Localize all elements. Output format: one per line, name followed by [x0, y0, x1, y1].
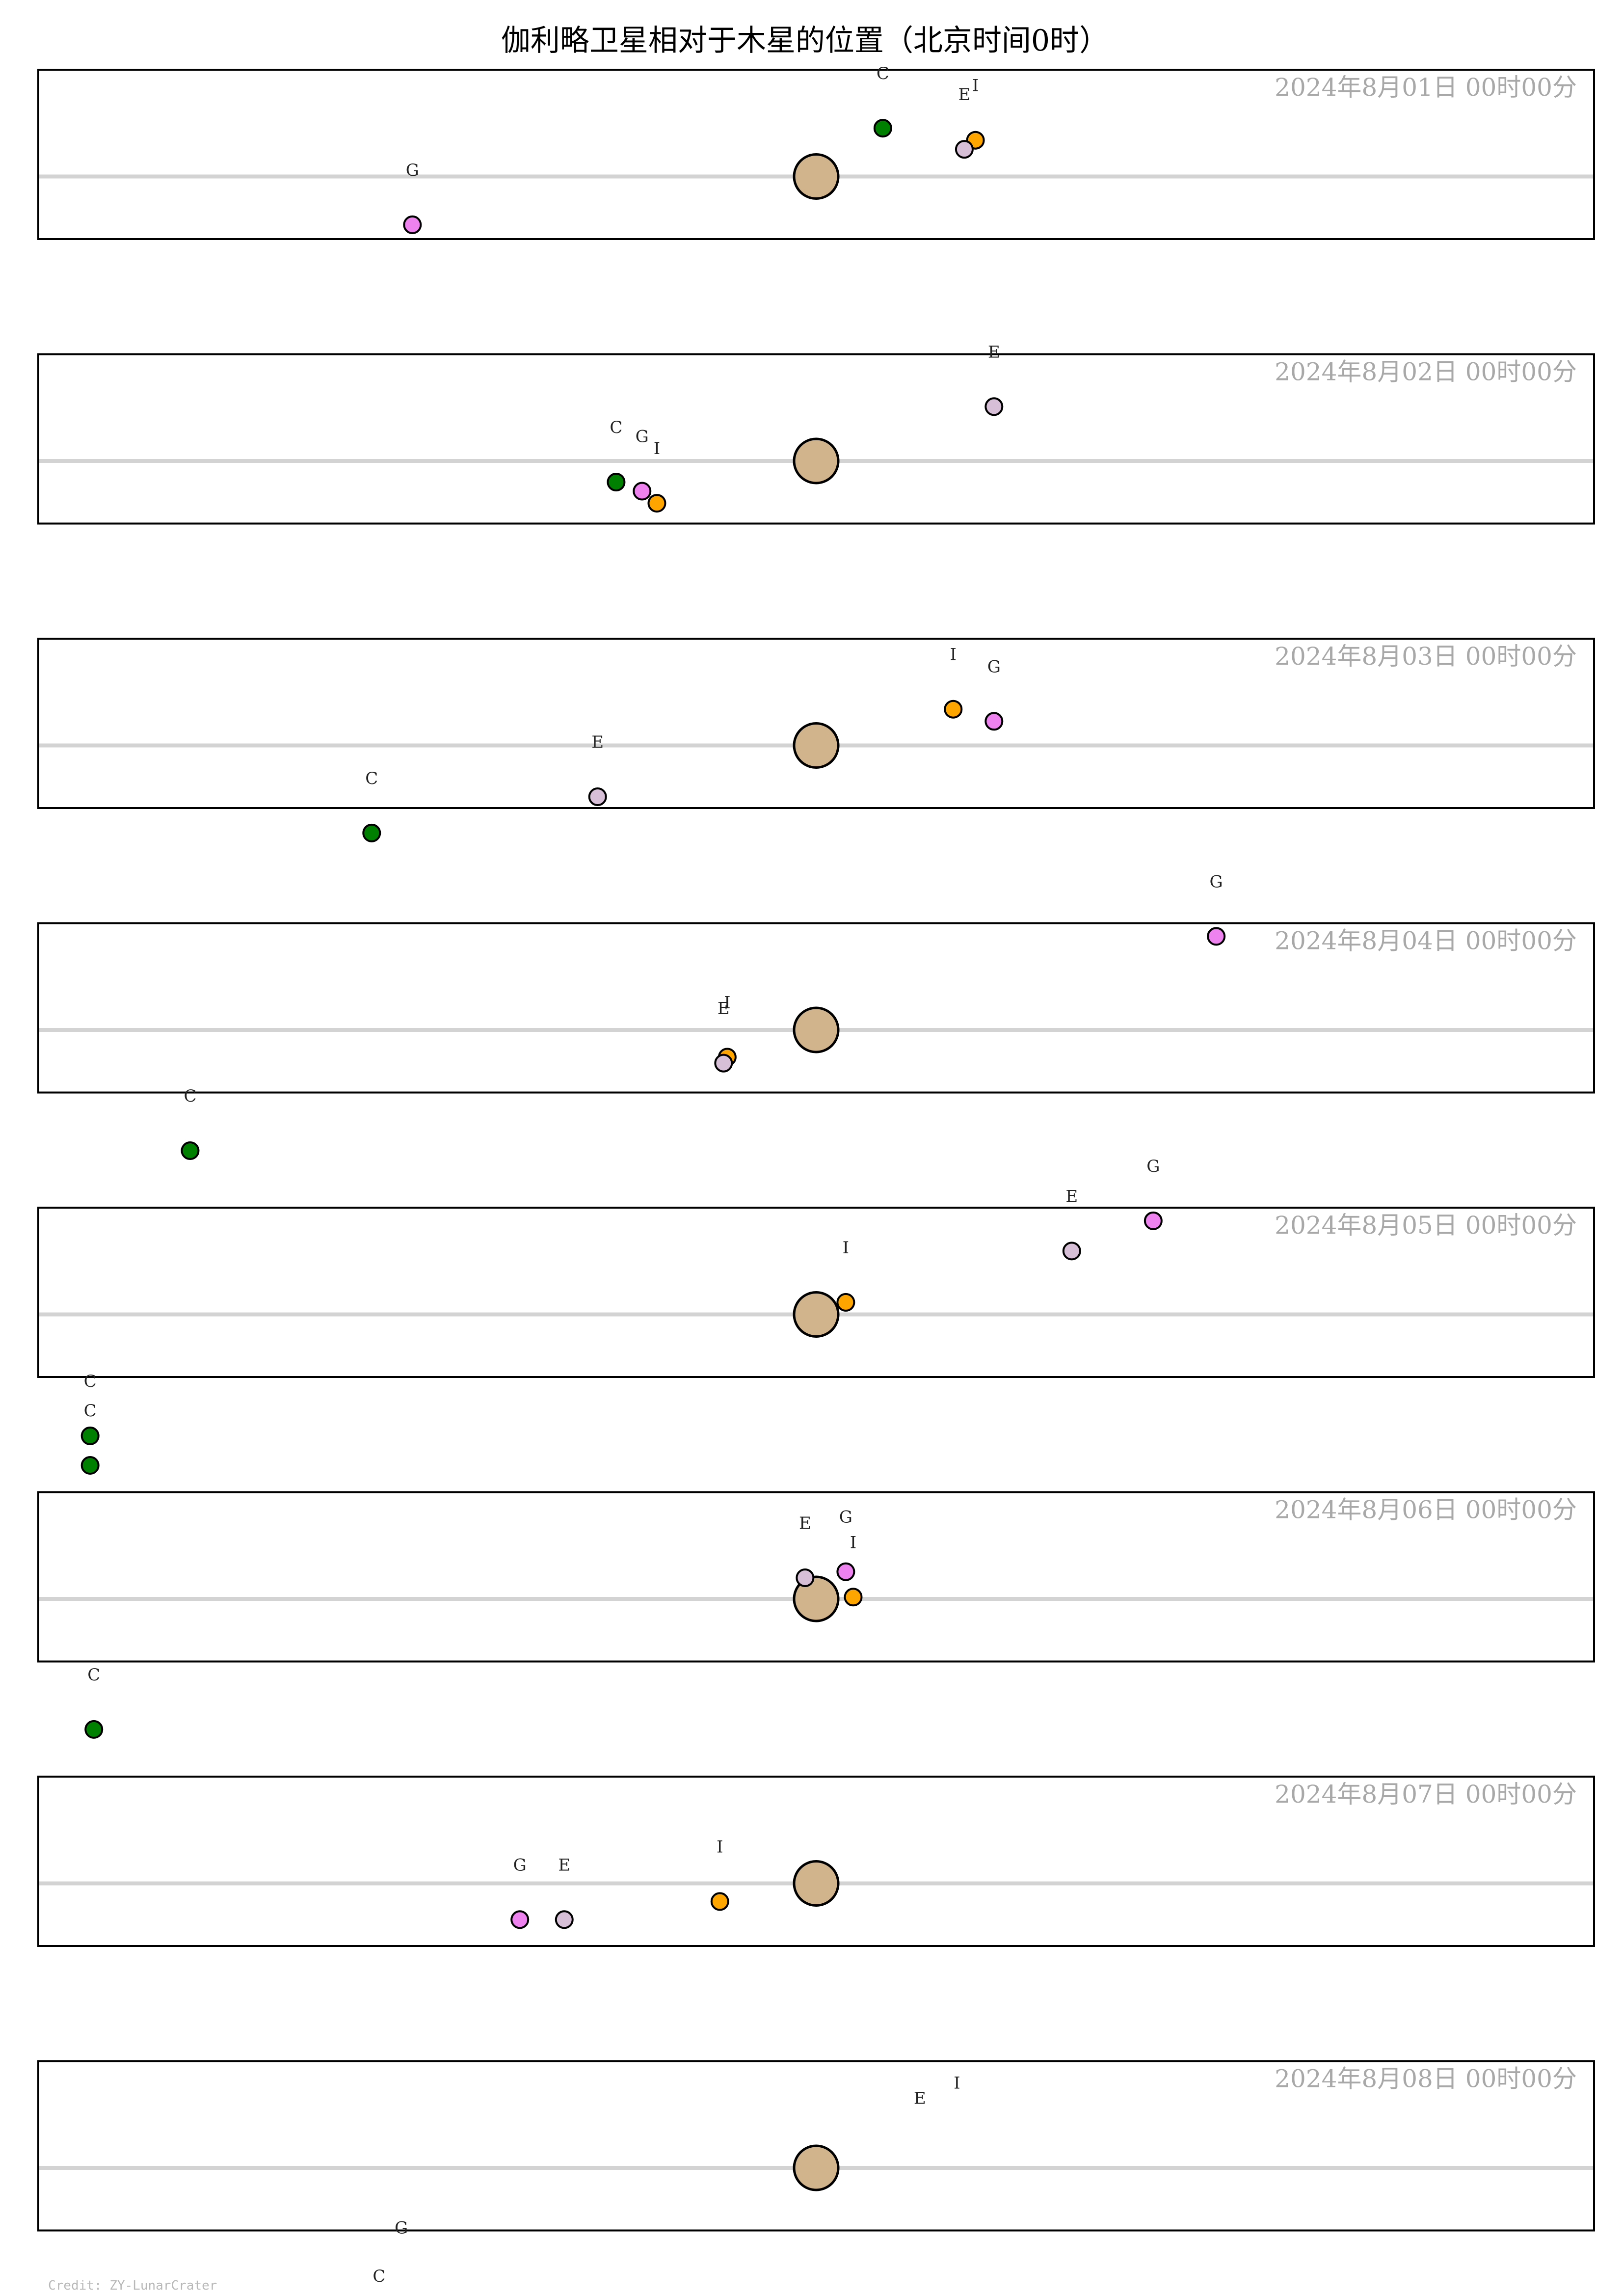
moon-callisto-label: C: [84, 1372, 97, 1391]
chart-title: 伽利略卫星相对于木星的位置（北京时间0时）: [501, 24, 1109, 58]
panel-6: 2024年8月06日 00时00分: [37, 1491, 1595, 1663]
moon-ganymede-label: G: [513, 1855, 527, 1875]
jupiter-disc: [793, 2144, 840, 2191]
moon-io-marker: [710, 1892, 729, 1911]
moon-europa-label: E: [1065, 1187, 1078, 1206]
moon-europa-label: E: [988, 342, 1000, 362]
panel-date: 2024年8月08日 00时00分: [1275, 2065, 1577, 2093]
panel-3: 2024年8月03日 00时00分: [37, 638, 1595, 809]
moon-callisto-label: C: [610, 418, 622, 437]
moon-ganymede-marker: [984, 712, 1004, 731]
moon-ganymede-marker: [1144, 1211, 1163, 1230]
panel-1: 2024年8月01日 00时00分: [37, 69, 1595, 240]
credit-text: Credit: ZY-LunarCrater: [48, 2278, 217, 2293]
moon-io-label: I: [850, 1533, 856, 1552]
moon-ganymede-label: G: [395, 2218, 408, 2238]
moon-europa-label: E: [914, 2088, 926, 2108]
moon-callisto-marker: [80, 1426, 100, 1445]
panel-date: 2024年8月05日 00时00分: [1275, 1211, 1577, 1240]
moon-io-marker: [647, 494, 666, 513]
moon-europa-marker: [555, 1910, 574, 1929]
panel-frame: [37, 1207, 1595, 1378]
panel-frame: [37, 69, 1595, 240]
moon-ganymede-marker: [633, 482, 652, 501]
moon-io-marker: [836, 1293, 855, 1312]
moon-europa-marker: [588, 787, 607, 807]
moon-europa-marker: [796, 1568, 815, 1587]
moon-ganymede-marker: [1207, 927, 1226, 946]
moon-europa-label: E: [958, 85, 970, 105]
panel-date: 2024年8月06日 00时00分: [1275, 1496, 1577, 1524]
panel-date: 2024年8月04日 00时00分: [1275, 927, 1577, 955]
moon-ganymede-label: G: [636, 427, 649, 447]
moon-callisto-label: C: [365, 769, 378, 788]
moon-europa-label: E: [799, 1513, 811, 1533]
moon-callisto-label: C: [877, 64, 889, 83]
moon-io-label: I: [954, 2074, 960, 2093]
moon-europa-marker: [955, 140, 974, 159]
panel-frame: [37, 353, 1595, 525]
moon-callisto-label: C: [84, 1401, 97, 1421]
moon-ganymede-marker: [836, 1562, 855, 1581]
moon-io-label: I: [724, 993, 730, 1012]
moon-europa-marker: [984, 397, 1004, 416]
moon-callisto-marker: [80, 1456, 100, 1475]
moon-io-marker: [944, 700, 963, 719]
moon-io-label: I: [717, 1837, 723, 1857]
moon-ganymede-label: G: [1210, 872, 1223, 891]
moon-ganymede-label: G: [1146, 1157, 1160, 1176]
jupiter-disc: [793, 153, 840, 200]
moon-ganymede-label: G: [987, 657, 1001, 676]
panel-frame: [37, 922, 1595, 1094]
jupiter-disc: [793, 1291, 840, 1338]
panel-date: 2024年8月01日 00时00分: [1275, 73, 1577, 102]
panel-frame: [37, 2060, 1595, 2232]
moon-ganymede-label: G: [406, 161, 419, 180]
jupiter-disc: [793, 722, 840, 769]
moon-europa-label: E: [558, 1855, 570, 1875]
panel-2: 2024年8月02日 00时00分: [37, 353, 1595, 525]
moon-io-label: I: [950, 645, 957, 665]
moon-ganymede-marker: [510, 1910, 530, 1929]
moon-callisto-marker: [362, 823, 381, 842]
moon-europa-marker: [1062, 1242, 1081, 1261]
panels-group: 2024年8月01日 00时00分 2024年8月02日 00时00分 2024年8…: [37, 64, 1595, 2286]
jupiter-disc: [793, 1860, 840, 1907]
moon-io-label: I: [654, 439, 660, 459]
panel-5: 2024年8月05日 00时00分: [37, 1207, 1595, 1378]
moon-callisto-marker: [873, 119, 892, 138]
moon-callisto-label: C: [372, 2267, 385, 2286]
moon-europa-label: E: [591, 732, 604, 752]
moon-io-label: I: [972, 76, 979, 96]
panel-date: 2024年8月03日 00时00分: [1275, 642, 1577, 671]
moon-ganymede-marker: [403, 215, 422, 234]
moon-europa-label: E: [718, 999, 730, 1019]
moon-io-label: I: [843, 1238, 849, 1258]
moon-callisto-label: C: [184, 1086, 196, 1106]
panel-frame: [37, 1776, 1595, 1947]
moon-callisto-label: C: [87, 1665, 100, 1685]
moon-ganymede-label: G: [839, 1508, 852, 1527]
moon-europa-marker: [714, 1053, 733, 1073]
jupiter-disc: [793, 437, 840, 485]
moon-callisto-marker: [181, 1141, 200, 1160]
moon-io-marker: [844, 1588, 863, 1607]
jupiter-disc: [793, 1575, 840, 1622]
panel-7: 2024年8月07日 00时00分: [37, 1776, 1595, 1947]
panel-8: 2024年8月08日 00时00分: [37, 2060, 1595, 2232]
panel-frame: [37, 638, 1595, 809]
panel-frame: [37, 1491, 1595, 1663]
jupiter-disc: [793, 1006, 840, 1053]
panel-date: 2024年8月07日 00时00分: [1275, 1780, 1577, 1809]
moon-callisto-marker: [84, 1720, 104, 1739]
panel-date: 2024年8月02日 00时00分: [1275, 358, 1577, 386]
moon-callisto-marker: [607, 473, 626, 492]
panel-4: 2024年8月04日 00时00分: [37, 922, 1595, 1094]
